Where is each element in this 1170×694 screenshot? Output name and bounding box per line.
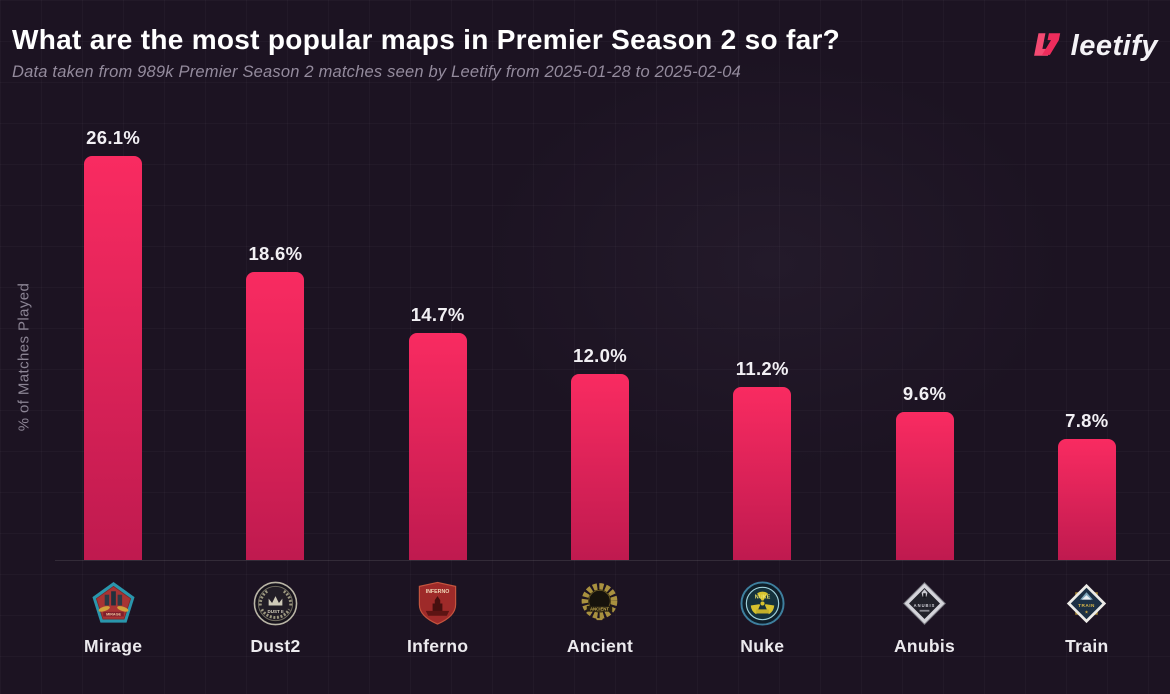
map-legend-row: MIRAGE Mirage DUST II Dust2 INFERNO	[32, 578, 1168, 657]
leetify-logo-icon	[1031, 31, 1064, 63]
inferno-badge-icon: INFERNO	[413, 578, 463, 628]
svg-text:INFERNO: INFERNO	[426, 589, 450, 595]
leetify-brand: leetify	[1031, 30, 1158, 63]
map-item-mirage: MIRAGE Mirage	[32, 578, 194, 657]
bar-anubis	[895, 412, 954, 560]
bar-value-label: 12.0%	[573, 345, 627, 366]
bar-column-inferno: 14.7%	[357, 96, 519, 560]
mirage-badge-icon: MIRAGE	[88, 578, 138, 628]
anubis-badge-icon: ANUBIS	[900, 578, 950, 628]
map-name-train: Train	[1065, 636, 1109, 656]
x-axis-baseline	[55, 560, 1170, 561]
bar-train	[1057, 439, 1116, 560]
bar-column-mirage: 26.1%	[32, 96, 194, 560]
page-subtitle: Data taken from 989k Premier Season 2 ma…	[12, 63, 742, 81]
map-name-nuke: Nuke	[740, 636, 785, 656]
svg-text:ANCIENT: ANCIENT	[590, 606, 609, 611]
dust2-badge-icon: DUST II	[250, 578, 300, 628]
bar-chart: 26.1% 18.6% 14.7% 12.0% 11.2% 9.6% 7.8%	[32, 96, 1168, 560]
svg-text:MIRAGE: MIRAGE	[106, 612, 121, 616]
bar-column-nuke: 11.2%	[681, 96, 843, 560]
leetify-wordmark: leetify	[1070, 30, 1158, 62]
map-name-inferno: Inferno	[407, 636, 469, 656]
svg-text:ANUBIS: ANUBIS	[914, 602, 936, 607]
svg-text:NUKE: NUKE	[755, 594, 771, 600]
bar-mirage	[84, 156, 143, 560]
map-item-train: TRAIN ★ Train	[1006, 578, 1168, 657]
svg-text:DUST II: DUST II	[267, 608, 283, 613]
map-name-mirage: Mirage	[84, 636, 143, 656]
map-item-anubis: ANUBIS Anubis	[843, 578, 1005, 657]
map-item-dust2: DUST II Dust2	[194, 578, 356, 657]
page-title: What are the most popular maps in Premie…	[12, 24, 841, 55]
svg-text:★: ★	[1085, 609, 1089, 614]
bar-column-anubis: 9.6%	[843, 96, 1005, 560]
bar-value-label: 14.7%	[410, 304, 465, 325]
map-item-nuke: NUKE Nuke	[681, 578, 843, 657]
map-name-anubis: Anubis	[893, 636, 956, 656]
bar-ancient	[570, 374, 629, 560]
bar-inferno	[408, 333, 467, 560]
bar-nuke	[733, 387, 792, 560]
ancient-badge-icon: ANCIENT	[575, 578, 625, 628]
bar-value-label: 26.1%	[86, 127, 141, 148]
map-item-ancient: ANCIENT Ancient	[519, 578, 681, 657]
svg-text:TRAIN: TRAIN	[1078, 602, 1095, 607]
y-axis-label: % of Matches Played	[15, 282, 33, 432]
map-name-dust2: Dust2	[250, 636, 301, 656]
bar-value-label: 11.2%	[735, 358, 789, 379]
bar-column-ancient: 12.0%	[519, 96, 681, 560]
bar-column-dust2: 18.6%	[194, 96, 356, 560]
bar-value-label: 7.8%	[1065, 410, 1109, 431]
train-badge-icon: TRAIN ★	[1062, 578, 1112, 628]
bar-value-label: 9.6%	[902, 383, 947, 404]
map-name-ancient: Ancient	[566, 636, 634, 656]
header: What are the most popular maps in Premie…	[12, 24, 1158, 82]
nuke-badge-icon: NUKE	[737, 578, 787, 628]
bar-column-train: 7.8%	[1006, 96, 1168, 560]
bar-dust2	[246, 272, 305, 560]
map-item-inferno: INFERNO Inferno	[357, 578, 519, 657]
bar-value-label: 18.6%	[248, 243, 303, 264]
